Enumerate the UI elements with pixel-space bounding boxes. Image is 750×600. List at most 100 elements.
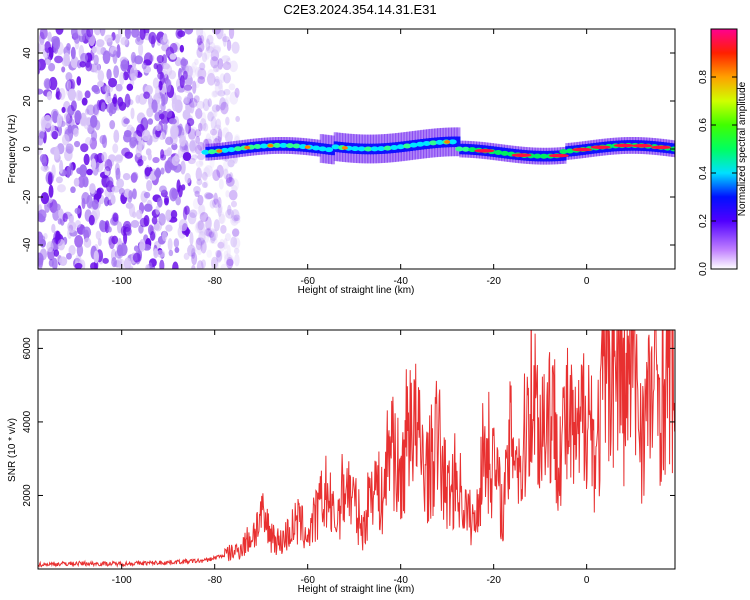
heatmap-cell [182,151,192,162]
heatmap-cell [38,43,46,52]
heatmap-cell [456,136,461,148]
heatmap-cell [364,146,373,152]
heatmap-cell [83,153,90,166]
heatmap-cell [139,239,146,252]
heatmap-cell [196,237,205,246]
heatmap-cell [174,153,180,162]
heatmap-cell [114,154,124,162]
heatmap-cell [390,144,399,150]
heatmap-cell [156,54,164,63]
heatmap-cell [96,187,104,194]
heatmap-cell [448,139,457,145]
heatmap-cell [211,104,221,113]
heatmap-cell [176,179,181,193]
heatmap-cell [216,250,223,262]
heatmap-cell [104,158,113,172]
heatmap-cell [55,29,64,35]
heatmap-cell [200,239,207,254]
heatmap-cell [203,191,213,200]
heatmap-cell [147,152,152,161]
heatmap-cell [194,222,203,234]
heatmap-cell [74,220,81,228]
heatmap-cell [228,189,238,201]
heatmap-cell [74,262,83,269]
heatmap-cell [125,202,134,209]
heatmap-cell [73,177,80,187]
heatmap-cell [206,249,213,258]
heatmap-cell [197,220,204,231]
heatmap-cell [52,110,59,124]
heatmap-cell [76,76,82,86]
heatmap-cell [208,231,215,238]
heatmap-cell [590,145,611,150]
heatmap-cell [180,57,187,71]
heatmap-cell [68,245,76,256]
heatmap-cell [38,257,44,268]
heatmap-cell [51,130,58,140]
heatmap-cell [234,87,240,98]
colorbar-tick-label: 0.0 [698,262,709,276]
heatmap-cell [231,228,240,237]
heatmap-cell [331,144,340,150]
heatmap-cell [128,189,133,200]
heatmap-cell [55,176,63,184]
heatmap-cell [85,61,93,72]
heatmap-cell [231,217,237,224]
heatmap-cell [233,217,241,224]
heatmap-cell [222,160,229,172]
top-y-axis-title: Frequency (Hz) [7,115,18,184]
heatmap-cell [215,118,222,130]
heatmap-cell [129,66,138,81]
heatmap-cell [199,35,205,44]
heatmap-cell [93,250,99,264]
heatmap-cell [195,150,203,159]
heatmap-cell [548,153,569,158]
heatmap-cell [169,42,178,54]
heatmap-cell [168,249,174,257]
heatmap-cell [79,164,88,178]
heatmap-cell [224,253,233,267]
heatmap-cell [444,140,451,144]
heatmap-cell [108,77,118,88]
heatmap-cell [55,87,61,99]
heatmap-cell [146,180,153,192]
heatmap-cell [56,184,66,193]
heatmap-cell [117,96,124,107]
heatmap-cell [158,113,165,120]
heatmap-cell [211,128,219,141]
heatmap-cell [177,30,186,38]
heatmap-cell [187,212,197,225]
heatmap-cell [107,226,112,233]
heatmap-cell [351,146,360,152]
heatmap-cell [53,42,59,54]
top-x-tick-label: 0 [584,276,590,287]
heatmap-cell [163,149,171,157]
heatmap-cell [226,39,232,52]
bottom-x-tick-label: -20 [486,575,501,586]
heatmap-cell [135,144,142,158]
heatmap-cell [223,88,231,96]
heatmap-cell [123,118,130,125]
heatmap-cell [155,124,162,132]
bottom-x-tick-label: -40 [393,575,408,586]
heatmap-cell [54,146,59,158]
heatmap-cell [613,143,634,148]
heatmap-cell [130,107,135,120]
heatmap-cell [225,95,230,107]
heatmap-cell [155,167,161,179]
heatmap-cell [193,185,201,194]
heatmap-cell [76,244,84,257]
heatmap-cell [86,29,94,38]
heatmap-cell [165,108,173,119]
heatmap-cell [468,147,477,153]
heatmap-marks [38,29,675,269]
heatmap-cell [192,198,201,210]
heatmap-cell [167,238,173,251]
bottom-x-axis-title: Height of straight line (km) [298,584,415,595]
heatmap-cell [97,238,102,247]
heatmap-cell [86,168,93,176]
heatmap-cell [168,118,177,125]
top-x-tick-label: -40 [393,276,408,287]
heatmap-cell [160,149,165,159]
heatmap-cell [403,143,412,149]
